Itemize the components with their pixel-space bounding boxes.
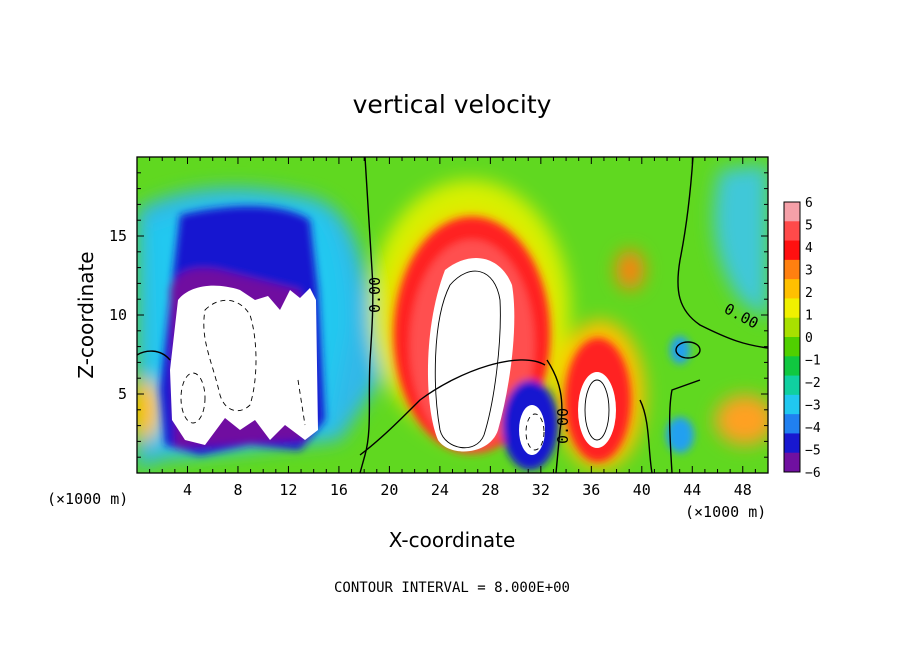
colorbar-tick-label: 0 xyxy=(805,331,813,346)
x-tick-label: 16 xyxy=(330,481,348,499)
colorbar-tick-label: −5 xyxy=(805,444,821,459)
colorbar-swatch xyxy=(784,337,800,357)
colorbar-swatch xyxy=(784,452,800,473)
x-tick-label: 20 xyxy=(380,481,398,499)
small-downdraft-core xyxy=(519,405,545,455)
colorbar-swatch xyxy=(784,279,800,299)
main-updraft-core xyxy=(427,258,515,452)
colorbar-tick-label: 6 xyxy=(805,196,813,211)
colorbar-tick-label: 3 xyxy=(805,264,813,279)
y-tick-label: 5 xyxy=(118,385,127,403)
colorbar-tick-label: 2 xyxy=(805,286,813,301)
x-tick-label: 4 xyxy=(183,481,192,499)
x-tick-label: 28 xyxy=(481,481,499,499)
colorbar-swatch xyxy=(784,394,800,415)
contour-label: 0.00 xyxy=(366,277,384,313)
colorbar-tick-label: −4 xyxy=(805,421,821,436)
colorbar-swatch xyxy=(784,240,800,261)
x-tick-label: 36 xyxy=(582,481,600,499)
y-tick-label: 10 xyxy=(109,306,127,324)
colorbar-swatch xyxy=(784,433,800,454)
x-unit-label-right: (×1000 m) xyxy=(685,503,766,521)
colorbar-swatch xyxy=(784,221,800,242)
chart-title: vertical velocity xyxy=(353,90,552,119)
colorbar-tick-label: −3 xyxy=(805,399,821,414)
x-unit-label-left: (×1000 m) xyxy=(47,490,128,508)
colorbar-frame xyxy=(783,201,801,473)
colorbar-swatch xyxy=(784,259,800,280)
x-tick-label: 40 xyxy=(633,481,651,499)
x-axis: 4 8 12 16 20 24 28 32 36 40 44 48 xyxy=(149,157,756,499)
colorbar-swatch xyxy=(784,414,800,434)
x-tick-label: 12 xyxy=(279,481,297,499)
colorbar-tick-label: −6 xyxy=(805,466,821,481)
colorbar-swatch xyxy=(784,356,800,377)
colorbar-swatch xyxy=(784,298,800,319)
x-tick-label: 48 xyxy=(734,481,752,499)
contour-label: 0.00 xyxy=(554,408,572,444)
x-tick-label: 32 xyxy=(532,481,550,499)
colorbar-tick-label: −2 xyxy=(805,376,821,391)
colorbar-swatch xyxy=(784,317,800,338)
left-core xyxy=(170,285,318,445)
second-updraft-core xyxy=(578,372,616,448)
x-tick-label: 8 xyxy=(233,481,242,499)
colorbar-tick-label: 4 xyxy=(805,241,813,256)
x-tick-label: 24 xyxy=(431,481,449,499)
colorbar-swatch xyxy=(784,375,800,396)
contour-interval-note: CONTOUR INTERVAL = 8.000E+00 xyxy=(334,580,570,596)
y-axis: 5 10 15 xyxy=(109,172,768,458)
x-axis-label: X-coordinate xyxy=(389,528,516,552)
colorbar-tick-label: 1 xyxy=(805,309,813,324)
colorbar-swatch xyxy=(784,202,800,222)
colorbar: 6 5 4 3 2 1 0 −1 −2 −3 −4 −5 −6 xyxy=(783,196,821,481)
x-tick-label: 44 xyxy=(683,481,701,499)
colorbar-tick-label: 5 xyxy=(805,219,813,234)
y-axis-label: Z-coordinate xyxy=(74,251,98,378)
heatmap-field xyxy=(137,157,768,473)
colorbar-tick-label: −1 xyxy=(805,354,821,369)
y-tick-label: 15 xyxy=(109,227,127,245)
